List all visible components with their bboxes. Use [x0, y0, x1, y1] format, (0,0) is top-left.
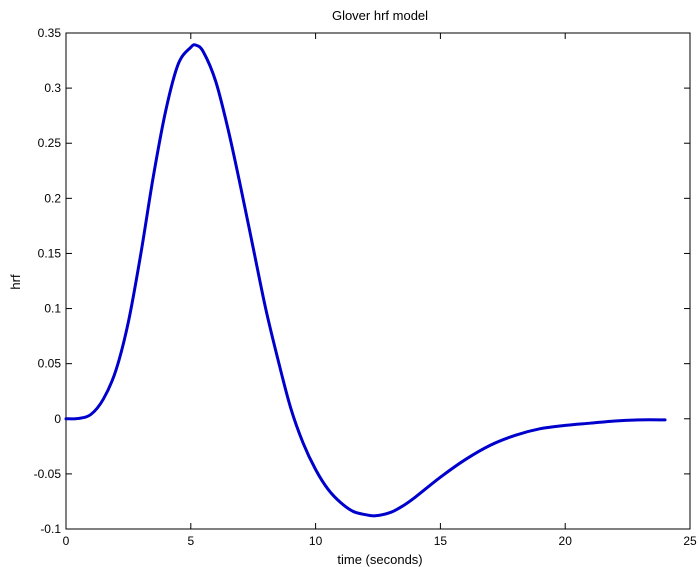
data-point: [464, 458, 467, 461]
data-point: [564, 424, 567, 427]
data-point: [301, 441, 305, 445]
data-point: [276, 359, 280, 362]
data-point: [164, 108, 168, 112]
data-point: [389, 511, 392, 514]
data-point: [189, 46, 192, 49]
y-tick-label: 0.35: [38, 26, 62, 40]
data-point: [489, 444, 492, 447]
data-point: [239, 186, 242, 189]
x-tick-label: 25: [683, 534, 697, 548]
axis-ticks: [65, 32, 691, 530]
data-point: [401, 504, 405, 508]
data-point: [663, 418, 667, 422]
data-point: [139, 252, 143, 255]
data-point: [227, 128, 230, 132]
data-point: [177, 62, 180, 66]
tick-labels: 0 5 10 15 20 25 -0.1 -0.05 0 0.05 0.1 0.15 0.2 0.25 0.…: [34, 26, 697, 548]
data-point: [114, 369, 118, 372]
x-axis-label: time (seconds): [337, 552, 422, 567]
data-point: [202, 50, 205, 53]
x-tick-label: 0: [63, 534, 70, 548]
series-line: [64, 43, 667, 518]
y-tick-label: 0.3: [44, 81, 61, 95]
y-tick-label: -0.1: [40, 522, 61, 536]
data-point: [77, 417, 80, 420]
data-point: [152, 175, 155, 178]
y-tick-label: 0.2: [44, 191, 61, 205]
data-point: [289, 406, 292, 409]
y-tick-label: 0.15: [38, 246, 62, 260]
data-point: [414, 495, 417, 499]
data-point: [364, 513, 367, 516]
y-tick-label: 0.05: [38, 357, 62, 371]
data-point: [314, 468, 317, 471]
data-point: [127, 320, 130, 323]
data-point: [264, 307, 267, 310]
data-point: [514, 434, 517, 437]
data-point: [339, 501, 342, 504]
data-point: [102, 397, 105, 401]
data-point: [64, 417, 68, 420]
data-point: [588, 421, 592, 425]
x-tick-label: 15: [434, 534, 448, 548]
x-tick-label: 5: [187, 534, 194, 548]
data-point: [439, 476, 442, 479]
data-point: [613, 419, 617, 423]
data-point: [374, 514, 377, 517]
chart-title: Glover hrf model: [332, 8, 428, 23]
y-tick-label: 0.1: [44, 302, 61, 316]
plot-area: [65, 32, 691, 530]
data-point: [351, 510, 355, 513]
y-tick-label: -0.05: [34, 467, 62, 481]
x-tick-label: 10: [309, 534, 323, 548]
y-tick-label: 0: [54, 412, 61, 426]
series-group: [64, 43, 667, 518]
data-point: [194, 43, 197, 47]
data-point: [326, 488, 330, 491]
x-tick-label: 20: [559, 534, 573, 548]
data-point: [638, 418, 642, 422]
data-point: [89, 413, 93, 416]
data-point: [214, 80, 217, 83]
y-tick-label: 0.25: [38, 136, 62, 150]
data-point: [252, 246, 255, 250]
data-point: [539, 427, 542, 430]
y-axis-label: hrf: [8, 274, 23, 290]
